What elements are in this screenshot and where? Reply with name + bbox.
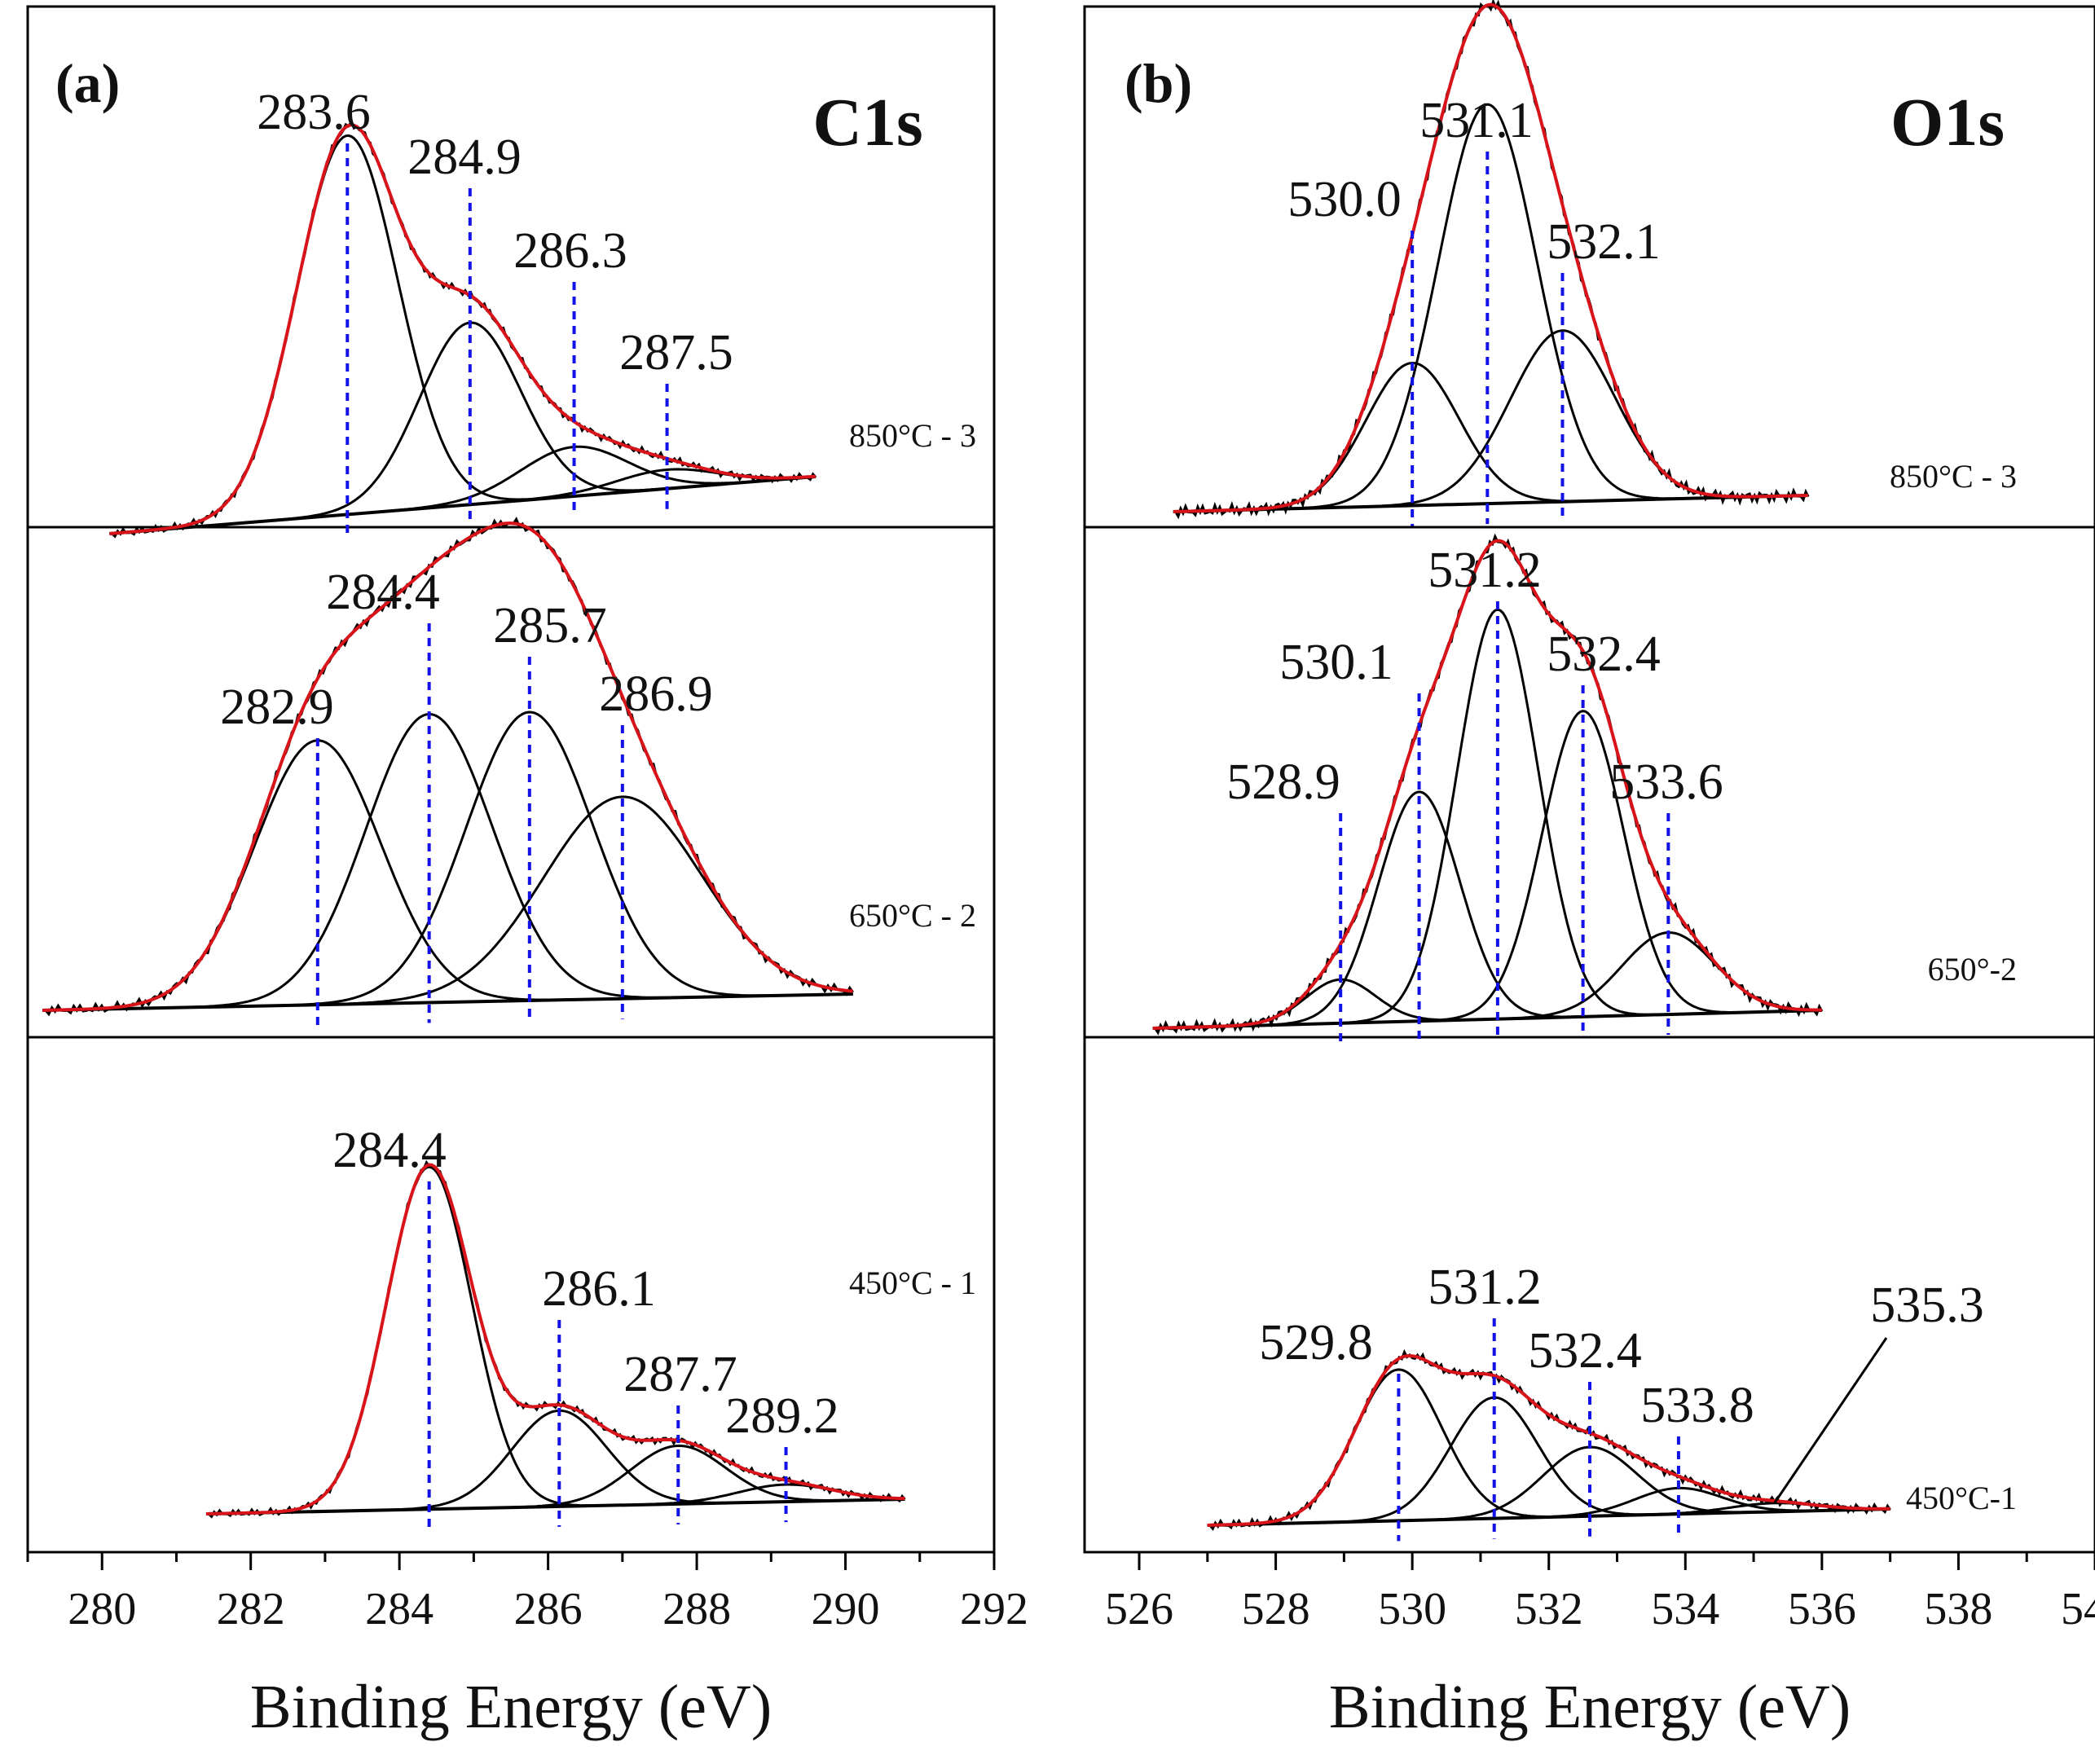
x-tick-label: 280 (68, 1584, 136, 1634)
peak-label: 532.1 (1547, 214, 1661, 270)
component-peak-curve (1207, 1445, 1890, 1527)
peak-label: 530.1 (1279, 635, 1393, 690)
panel-label: (a) (55, 52, 120, 114)
component-peak-curve (1152, 978, 1822, 1030)
x-axis-title: Binding Energy (eV) (250, 1673, 772, 1741)
x-tick-label: 284 (365, 1584, 434, 1634)
background-baseline (205, 1498, 905, 1515)
core-level-label: O1s (1890, 85, 2005, 161)
peak-label: 535.3 (1870, 1278, 1984, 1333)
peak-label: 529.8 (1259, 1315, 1373, 1370)
x-axis-title: Binding Energy (eV) (1329, 1673, 1851, 1741)
sample-label: 850°C - 3 (1890, 458, 2017, 495)
x-tick-label: 530 (1378, 1584, 1446, 1634)
core-level-label: C1s (812, 85, 922, 161)
x-tick-label: 536 (1788, 1584, 1856, 1634)
x-tick-label: 292 (960, 1584, 1028, 1634)
raw-spectrum-curve (205, 1159, 906, 1519)
background-baseline (42, 992, 853, 1012)
subplot-1: 530.0 531.1 532.1 850°C - 3 (1173, 0, 2017, 526)
fit-envelope-curve (205, 1163, 905, 1515)
peak-label: 532.4 (1547, 627, 1661, 682)
sample-label: 450°C - 1 (849, 1265, 976, 1301)
component-peak-curve (1173, 329, 1809, 513)
x-tick-label: 538 (1924, 1584, 1992, 1634)
component-peak-curve (42, 710, 853, 1012)
subplot-1: 283.6 284.9 286.3 287.5 850°C - 3 (109, 85, 976, 539)
x-tick-label: 288 (662, 1584, 731, 1634)
peak-label: 286.1 (542, 1261, 656, 1317)
x-tick-label: 532 (1515, 1584, 1583, 1634)
peak-label: 287.5 (619, 325, 733, 381)
x-tick-label: 290 (812, 1584, 880, 1634)
component-peak-curve (205, 1165, 905, 1515)
background-baseline (1152, 1009, 1822, 1030)
sample-label: 650°-2 (1928, 951, 2017, 988)
fit-envelope-curve (1152, 539, 1822, 1030)
peak-label: 286.3 (513, 223, 627, 279)
sample-label: 650°C - 2 (849, 897, 976, 934)
x-tick-label: 282 (217, 1584, 285, 1634)
fit-envelope-curve (1173, 2, 1809, 513)
component-peak-curve (1152, 790, 1822, 1030)
sample-label: 850°C - 3 (849, 417, 976, 454)
peak-label: 287.7 (623, 1347, 737, 1402)
x-tick-label: 286 (514, 1584, 583, 1634)
component-peak-curve (1173, 103, 1809, 513)
peak-label: 286.9 (599, 666, 713, 722)
peak-label: 531.2 (1428, 543, 1542, 598)
peak-label: 530.0 (1287, 172, 1402, 227)
peak-label: 533.8 (1640, 1378, 1754, 1433)
raw-spectrum-curve (42, 517, 854, 1017)
peak-label: 285.7 (493, 598, 607, 653)
background-baseline (109, 475, 816, 535)
x-tick-label: 528 (1242, 1584, 1310, 1634)
panel-label: (b) (1125, 52, 1192, 114)
raw-spectrum-curve (1173, 0, 1810, 520)
peak-label: 284.4 (326, 565, 440, 620)
panel-b-o1s: 526 528 530 532 534 536 538 540 Binding Energy (… (1083, 0, 2095, 1741)
peak-leader-line (1772, 1337, 1888, 1505)
sample-label: 450°C-1 (1906, 1480, 2017, 1516)
panel-frame (1083, 5, 2095, 1554)
peak-label: 531.1 (1419, 93, 1534, 148)
peak-label: 283.6 (257, 85, 371, 140)
peak-label: 282.9 (220, 680, 334, 735)
x-tick-label: 526 (1105, 1584, 1173, 1634)
subplot-2: 282.9 284.4 285.7 286.9 650°C - 2 (42, 517, 976, 1026)
background-baseline (1173, 494, 1809, 513)
component-peak-curve (42, 712, 853, 1012)
peak-label: 289.2 (725, 1388, 839, 1444)
component-peak-curve (42, 795, 853, 1012)
panel-frame (26, 5, 996, 1554)
x-tick-label: 534 (1651, 1584, 1719, 1634)
peak-label: 531.2 (1428, 1260, 1542, 1315)
peak-label: 532.4 (1528, 1323, 1642, 1379)
fit-envelope-curve (109, 123, 816, 535)
panel-a-c1s: 280 282 284 286 288 290 292 Binding Energy (eV)… (26, 5, 1028, 1741)
x-tick-label: 540 (2061, 1584, 2095, 1634)
fit-envelope-curve (42, 521, 853, 1012)
background-baseline (1207, 1507, 1890, 1527)
peak-label: 533.6 (1609, 754, 1723, 810)
peak-label: 284.4 (332, 1123, 447, 1178)
peak-label: 528.9 (1226, 754, 1340, 810)
component-peak-curve (109, 445, 816, 535)
fit-envelope-curve (1207, 1353, 1890, 1527)
peak-label: 284.9 (407, 130, 522, 185)
